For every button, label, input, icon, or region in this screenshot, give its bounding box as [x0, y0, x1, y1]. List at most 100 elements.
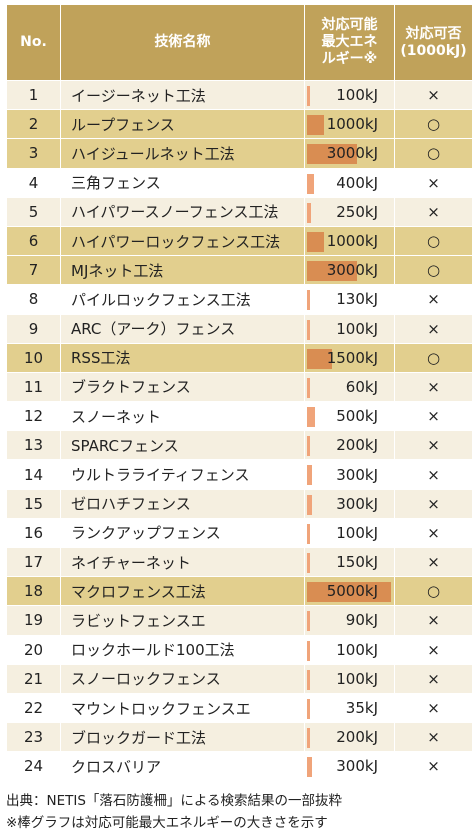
row-energy-value: 100kJ: [336, 523, 378, 542]
row-no: 17: [6, 546, 61, 578]
energy-bar: [307, 202, 311, 223]
energy-bar: [307, 553, 310, 573]
row-name: ハイジュールネット工法: [60, 138, 305, 169]
table-row: 16 ランクアップフェンス 100kJ ×: [6, 517, 473, 549]
row-compat: ×: [394, 313, 473, 344]
row-energy-value: 500kJ: [336, 407, 378, 426]
row-name: ループフェンス: [60, 109, 305, 140]
header-compat-line: 対応可否: [405, 25, 462, 42]
row-energy-cell: 500kJ: [304, 401, 395, 432]
energy-bar: [307, 231, 324, 252]
row-no: 7: [6, 255, 61, 286]
row-name: ネイチャーネット: [60, 546, 305, 578]
header-name: 技術名称: [60, 4, 305, 81]
row-energy-cell: 100kJ: [304, 634, 395, 665]
row-energy-value: 400kJ: [336, 173, 378, 192]
row-name: SPARCフェンス: [60, 430, 305, 461]
row-name: ブラクトフェンス: [60, 371, 305, 403]
row-name: RSS工法: [60, 342, 305, 373]
row-compat: ○: [394, 225, 473, 257]
row-energy-cell: 200kJ: [304, 722, 395, 753]
table-body: 1 イージーネット工法 100kJ × 2 ループフェンス 1000kJ ○ 3 ハイジュールネッ…: [6, 79, 473, 782]
table-row: 22 マウントロックフェンスエ 35kJ ×: [6, 692, 473, 724]
row-compat: ×: [394, 430, 473, 461]
table-row: 3 ハイジュールネット工法 3000kJ ○: [6, 138, 473, 169]
table-row: 13 SPARCフェンス 200kJ ×: [6, 430, 473, 461]
energy-bar: [307, 523, 310, 544]
row-compat: ○: [394, 342, 473, 373]
row-no: 4: [6, 167, 61, 198]
row-name: マウントロックフェンスエ: [60, 692, 305, 724]
row-energy-cell: 100kJ: [304, 79, 395, 111]
row-energy-cell: 300kJ: [304, 459, 395, 490]
row-no: 21: [6, 663, 61, 694]
table-row: 5 ハイパワースノーフェンス工法 250kJ ×: [6, 196, 473, 227]
table-row: 23 ブロックガード工法 200kJ ×: [6, 722, 473, 753]
row-no: 12: [6, 401, 61, 432]
row-compat: ×: [394, 371, 473, 403]
row-energy-value: 60kJ: [345, 377, 378, 396]
row-name: ハイパワーロックフェンス工法: [60, 225, 305, 257]
table-row: 1 イージーネット工法 100kJ ×: [6, 79, 473, 111]
row-no: 5: [6, 196, 61, 227]
row-compat: ×: [394, 663, 473, 694]
energy-bar: [307, 319, 310, 340]
row-energy-value: 3000kJ: [326, 144, 378, 163]
header-energy: 対応可能 最大エネ ルギー※: [304, 4, 395, 81]
row-no: 15: [6, 488, 61, 519]
row-name: スノーロックフェンス: [60, 663, 305, 694]
row-energy-cell: 130kJ: [304, 284, 395, 315]
row-energy-value: 90kJ: [345, 611, 378, 630]
row-name: パイルロックフェンス工法: [60, 284, 305, 315]
energy-bar: [307, 144, 357, 165]
row-name: ランクアップフェンス: [60, 517, 305, 549]
table-row: 20 ロックホールド100工法 100kJ ×: [6, 634, 473, 665]
notes: 出典：NETIS「落石防護柵」による検索結果の一部抜粋 ※棒グラフは対応可能最大…: [6, 790, 342, 834]
row-name: スノーネット: [60, 401, 305, 432]
row-compat: ×: [394, 751, 473, 782]
energy-bar: [307, 377, 310, 398]
row-energy-cell: 300kJ: [304, 751, 395, 782]
energy-bar: [307, 436, 310, 457]
row-energy-cell: 100kJ: [304, 313, 395, 344]
header-energy-line: 対応可能: [321, 17, 378, 33]
row-energy-cell: 1000kJ: [304, 225, 395, 257]
row-energy-cell: 100kJ: [304, 517, 395, 549]
row-name: ラビットフェンスエ: [60, 605, 305, 636]
row-energy-cell: 1000kJ: [304, 109, 395, 140]
row-energy-cell: 5000kJ: [304, 576, 395, 607]
row-name: ブロックガード工法: [60, 722, 305, 753]
row-name: マクロフェンス工法: [60, 576, 305, 607]
row-no: 10: [6, 342, 61, 373]
row-compat: ○: [394, 255, 473, 286]
energy-bar: [307, 728, 310, 749]
row-energy-value: 100kJ: [336, 640, 378, 659]
table-row: 11 ブラクトフェンス 60kJ ×: [6, 371, 473, 403]
energy-bar: [307, 407, 315, 428]
row-no: 23: [6, 722, 61, 753]
row-energy-value: 300kJ: [336, 757, 378, 776]
row-energy-value: 150kJ: [336, 553, 378, 572]
row-no: 6: [6, 225, 61, 257]
header-compat-line: (1000kJ): [400, 42, 467, 59]
table-row: 6 ハイパワーロックフェンス工法 1000kJ ○: [6, 225, 473, 257]
row-no: 14: [6, 459, 61, 490]
table-row: 2 ループフェンス 1000kJ ○: [6, 109, 473, 140]
row-compat: ×: [394, 459, 473, 490]
row-name: MJネット工法: [60, 255, 305, 286]
source-note: 出典：NETIS「落石防護柵」による検索結果の一部抜粋: [6, 793, 343, 809]
row-energy-cell: 150kJ: [304, 546, 395, 578]
energy-bar: [307, 582, 391, 603]
row-compat: ×: [394, 488, 473, 519]
row-name: ゼロハチフェンス: [60, 488, 305, 519]
row-compat: ×: [394, 401, 473, 432]
row-compat: ×: [394, 722, 473, 753]
row-compat: ×: [394, 167, 473, 198]
row-no: 20: [6, 634, 61, 665]
row-energy-cell: 3000kJ: [304, 255, 395, 286]
energy-bar: [307, 173, 314, 194]
table-row: 10 RSS工法 1500kJ ○: [6, 342, 473, 373]
row-name: ロックホールド100工法: [60, 634, 305, 665]
row-compat: ○: [394, 109, 473, 140]
table-row: 7 MJネット工法 3000kJ ○: [6, 255, 473, 286]
